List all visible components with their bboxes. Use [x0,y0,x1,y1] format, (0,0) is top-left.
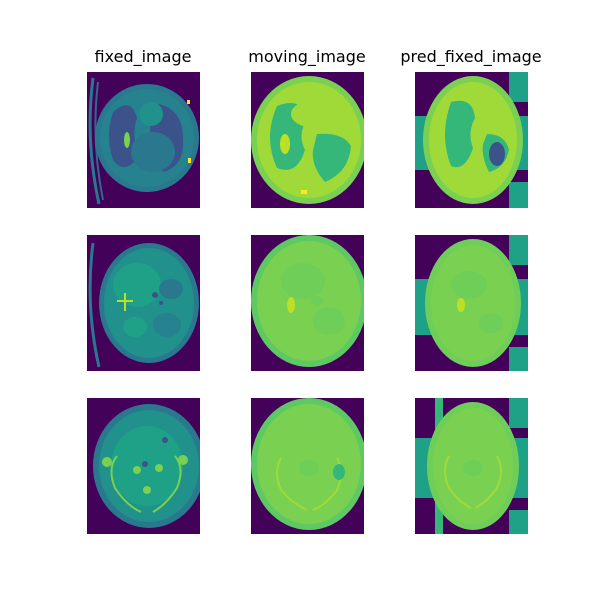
fixed-image-thorax [87,72,200,208]
column-title-fixed-image: fixed_image [94,47,192,66]
moving-image-pelvis [251,398,364,534]
pred-fixed-image-pelvis [415,398,528,534]
pred-fixed-image-thorax [415,72,528,208]
fixed-image-upper-abdomen [87,235,200,371]
column-title-pred-fixed-image: pred_fixed_image [400,47,542,66]
pred-fixed-image-upper-abdomen [415,235,528,371]
moving-image-thorax [251,72,364,208]
column-title-moving-image: moving_image [248,47,366,66]
moving-image-upper-abdomen [251,235,364,371]
fixed-image-pelvis [87,398,200,534]
